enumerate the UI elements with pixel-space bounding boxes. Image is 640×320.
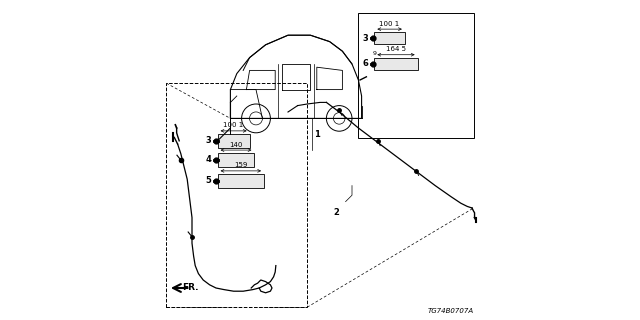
Bar xyxy=(374,58,417,70)
Text: 5: 5 xyxy=(205,176,211,185)
Text: 100 1: 100 1 xyxy=(223,122,244,128)
Text: 3: 3 xyxy=(362,34,368,43)
Text: 4: 4 xyxy=(205,156,211,164)
Text: 3: 3 xyxy=(205,136,211,145)
Text: 9: 9 xyxy=(372,51,377,56)
Text: 164 5: 164 5 xyxy=(386,46,406,52)
Bar xyxy=(358,13,474,138)
Bar xyxy=(374,32,404,44)
Bar xyxy=(218,134,250,148)
Bar xyxy=(218,174,264,188)
Text: TG74B0707A: TG74B0707A xyxy=(428,308,474,314)
Bar xyxy=(166,83,307,307)
Text: FR.: FR. xyxy=(182,284,199,292)
Bar xyxy=(218,153,254,167)
Text: 159: 159 xyxy=(234,162,248,168)
Text: 6: 6 xyxy=(362,60,368,68)
Text: 100 1: 100 1 xyxy=(380,20,400,27)
Text: 140: 140 xyxy=(229,141,243,148)
Text: 1: 1 xyxy=(314,130,319,139)
Text: 2: 2 xyxy=(333,208,339,217)
